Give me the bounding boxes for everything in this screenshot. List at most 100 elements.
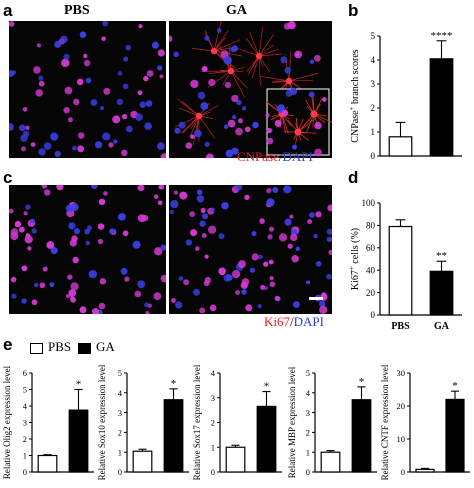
nucleus-dot <box>220 50 229 59</box>
nucleus-dot <box>283 22 291 30</box>
group-legend-pbs: PBS <box>30 340 71 354</box>
nucleus-dot <box>63 107 70 114</box>
nucleus-dot <box>44 189 51 196</box>
bar <box>132 450 153 473</box>
bar-group <box>37 454 58 473</box>
nucleus-dot <box>216 28 222 33</box>
y-tick-label: 30 <box>397 368 406 378</box>
header-ga: GA <box>226 3 247 18</box>
nucleus-dot <box>306 280 311 285</box>
y-tick-label: 4 <box>23 401 28 411</box>
y-axis-label: Relative MBP expression level <box>287 366 297 478</box>
nucleus-dot <box>244 126 251 133</box>
panel-label-c: c <box>3 168 13 187</box>
nucleus-dot <box>50 132 59 141</box>
nucleus-dot <box>252 121 259 129</box>
cnpase-process <box>213 30 229 52</box>
legend-swatch-black <box>78 342 91 354</box>
legend-swatch-white <box>30 342 43 354</box>
nucleus-dot <box>92 308 99 314</box>
nucleus-dot <box>79 306 87 314</box>
nucleus-dot <box>10 276 17 283</box>
nucleus-dot <box>203 280 210 287</box>
nucleus-dot <box>68 222 76 230</box>
chart-e3: 0 1 2 3 4 Relative Sox17 expression level * <box>190 364 285 488</box>
y-tick-label: 5 <box>371 31 376 41</box>
nucleus-dot <box>137 185 145 192</box>
nucleus-dot <box>328 249 332 255</box>
nucleus-dot <box>238 118 243 124</box>
nucleus-dot <box>76 78 84 86</box>
nucleus-dot <box>98 302 106 310</box>
nucleus-dot <box>208 78 216 86</box>
nucleus-dot <box>190 229 198 237</box>
nucleus-dot <box>73 98 80 106</box>
nucleus-dot <box>84 228 90 235</box>
nucleus-dot <box>112 115 121 124</box>
bar <box>320 451 341 473</box>
cnpase-process <box>251 55 260 79</box>
nucleus-dot <box>97 238 103 245</box>
nucleus-dot <box>144 302 150 308</box>
nucleus-dot <box>102 21 109 27</box>
y-tick-label: 20 <box>366 288 376 298</box>
nucleus-dot <box>218 267 226 276</box>
cnpase-process <box>180 115 200 134</box>
nucleus-dot <box>197 91 206 100</box>
y-tick-label: 20 <box>397 401 406 411</box>
nucleus-dot <box>102 132 111 141</box>
nucleus-dot <box>200 102 209 111</box>
nucleus-dot <box>231 45 238 52</box>
nucleus-dot <box>108 142 114 148</box>
stain-marker-label: Ki67 <box>264 314 290 329</box>
y-tick-label: 1 <box>23 451 27 461</box>
nucleus-dot <box>251 231 257 237</box>
nucleus-dot <box>235 290 240 295</box>
y-tick-label: 80 <box>366 221 376 231</box>
cnpase-process <box>198 115 215 139</box>
nucleus-dot <box>319 305 328 314</box>
nucleus-dot <box>153 292 162 301</box>
nucleus-dot <box>159 74 164 79</box>
cnpase-process <box>230 70 246 98</box>
significance-mark: * <box>359 376 365 388</box>
nucleus-dot <box>67 274 73 280</box>
cnpase-process <box>258 34 274 57</box>
nucleus-dot <box>125 45 131 51</box>
nucleus-dot <box>123 56 129 62</box>
chart-b: 0 1 2 3 4 5 CNPase+ branch scores **** <box>346 30 470 166</box>
nucleus-dot <box>194 129 202 138</box>
nucleus-dot <box>201 66 208 72</box>
legend-label-pbs: PBS <box>48 339 72 354</box>
micrograph-a-ga <box>169 21 332 158</box>
cnpase-process <box>258 53 282 57</box>
nucleus-dot <box>309 212 315 218</box>
bar-group <box>132 448 153 473</box>
nucleus-dot <box>145 100 153 107</box>
nucleus-dot <box>67 117 73 123</box>
bar <box>415 468 435 473</box>
nucleus-dot <box>169 209 174 215</box>
y-tick-label: 5 <box>306 368 310 378</box>
y-tick-label: 0 <box>23 467 27 477</box>
nucleus-dot <box>224 81 232 89</box>
nucleus-dot <box>244 194 250 200</box>
nucleus-dot <box>121 149 128 156</box>
micrograph-c-ga <box>169 185 332 314</box>
nucleus-dot <box>160 153 166 158</box>
cnpase-process <box>249 32 260 57</box>
y-tick-label: 3 <box>371 79 376 89</box>
nucleus-dot <box>88 270 98 279</box>
nucleus-dot <box>183 279 190 286</box>
nucleus-dot <box>309 59 314 64</box>
nucleus-dot <box>61 58 70 68</box>
bar <box>256 405 277 473</box>
nucleus-dot <box>250 267 255 273</box>
nucleus-dot <box>276 104 286 113</box>
cnpase-process <box>288 72 319 82</box>
nucleus-dot <box>199 307 206 314</box>
cnpase-cell-body <box>310 110 318 118</box>
nucleus-dot <box>91 185 98 189</box>
nucleus-dot <box>154 247 163 256</box>
cnpase-process <box>258 27 264 57</box>
